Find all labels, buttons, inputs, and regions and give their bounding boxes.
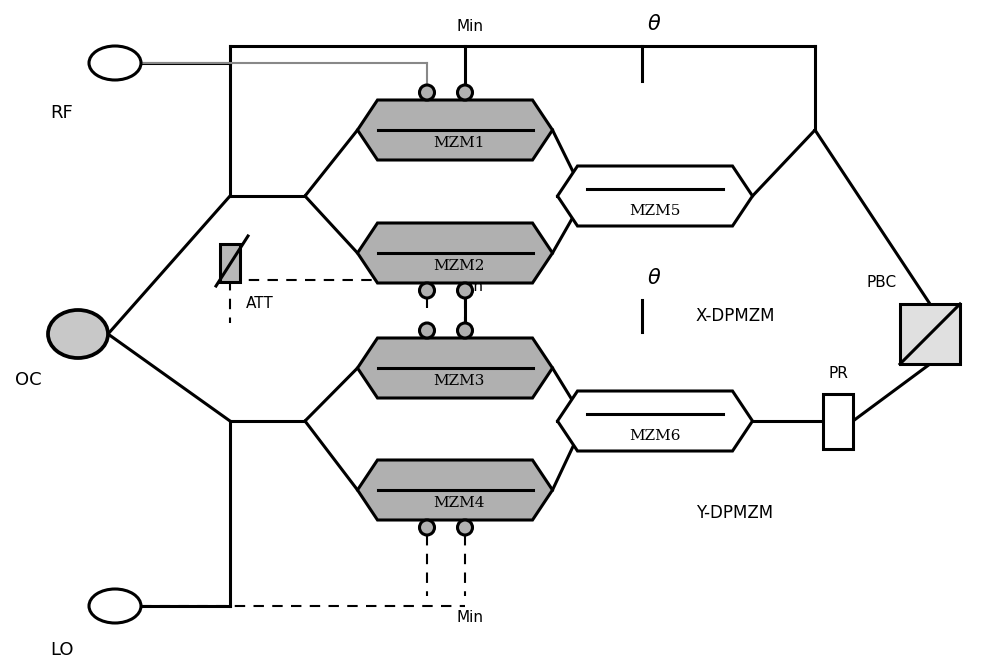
Circle shape <box>457 283 472 298</box>
Text: MZM4: MZM4 <box>433 496 485 510</box>
Polygon shape <box>358 338 552 398</box>
Circle shape <box>457 323 472 338</box>
Text: MZM6: MZM6 <box>629 429 681 443</box>
Text: ATT: ATT <box>246 295 274 311</box>
Text: $\theta$: $\theta$ <box>647 268 661 288</box>
Polygon shape <box>557 166 753 226</box>
Text: Min: Min <box>456 611 483 625</box>
Text: MZM5: MZM5 <box>629 204 681 218</box>
Text: MZM1: MZM1 <box>433 136 485 150</box>
Text: LO: LO <box>50 641 74 659</box>
Text: PBC: PBC <box>867 275 897 289</box>
Circle shape <box>419 283 434 298</box>
Text: Min: Min <box>456 279 483 293</box>
Text: Y-DPMZM: Y-DPMZM <box>696 504 774 522</box>
Polygon shape <box>358 100 552 160</box>
Bar <box>220 244 240 282</box>
Text: Min: Min <box>456 19 483 33</box>
Text: MZM3: MZM3 <box>433 374 485 388</box>
Circle shape <box>457 85 472 100</box>
Circle shape <box>457 520 472 535</box>
Text: MZM2: MZM2 <box>433 259 485 273</box>
Text: OC: OC <box>15 371 41 389</box>
Circle shape <box>419 85 434 100</box>
Polygon shape <box>358 460 552 520</box>
Text: $\theta$: $\theta$ <box>647 14 661 34</box>
Circle shape <box>419 520 434 535</box>
Ellipse shape <box>89 46 141 80</box>
Text: RF: RF <box>51 104 73 122</box>
Polygon shape <box>557 391 753 451</box>
Ellipse shape <box>89 589 141 623</box>
Ellipse shape <box>48 310 108 358</box>
Bar <box>823 393 853 448</box>
Circle shape <box>419 323 434 338</box>
Bar <box>900 304 960 364</box>
Polygon shape <box>358 223 552 283</box>
Text: PR: PR <box>828 366 848 381</box>
Text: X-DPMZM: X-DPMZM <box>695 307 775 325</box>
